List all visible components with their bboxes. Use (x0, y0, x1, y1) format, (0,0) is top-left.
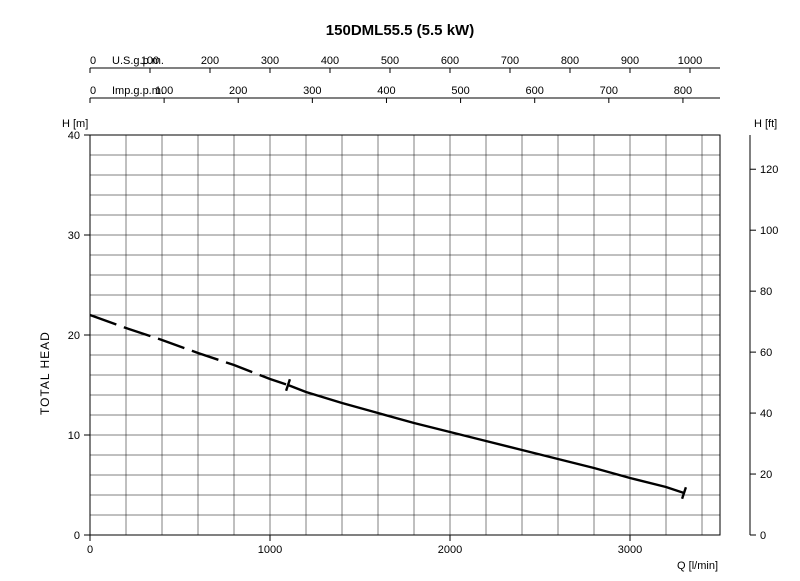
svg-text:100: 100 (760, 225, 778, 237)
svg-text:200: 200 (201, 55, 219, 67)
svg-text:600: 600 (526, 85, 544, 97)
svg-text:0: 0 (90, 85, 96, 97)
svg-text:1000: 1000 (258, 544, 282, 556)
svg-text:300: 300 (261, 55, 279, 67)
svg-text:30: 30 (68, 230, 80, 242)
svg-text:600: 600 (441, 55, 459, 67)
svg-text:20: 20 (68, 330, 80, 342)
svg-text:0: 0 (74, 530, 80, 542)
svg-text:U.S.g.p.m.: U.S.g.p.m. (112, 55, 164, 67)
svg-text:2000: 2000 (438, 544, 462, 556)
svg-text:80: 80 (760, 286, 772, 298)
svg-text:800: 800 (561, 55, 579, 67)
svg-text:700: 700 (501, 55, 519, 67)
svg-text:400: 400 (377, 85, 395, 97)
svg-text:900: 900 (621, 55, 639, 67)
svg-text:40: 40 (760, 408, 772, 420)
right-unit-label: H [ft] (754, 118, 777, 130)
svg-text:700: 700 (600, 85, 618, 97)
svg-text:200: 200 (229, 85, 247, 97)
svg-text:800: 800 (674, 85, 692, 97)
svg-text:1000: 1000 (678, 55, 702, 67)
svg-text:120: 120 (760, 164, 778, 176)
svg-text:400: 400 (321, 55, 339, 67)
svg-text:60: 60 (760, 347, 772, 359)
y-axis-label: TOTAL HEAD (38, 331, 52, 415)
svg-text:3000: 3000 (618, 544, 642, 556)
pump-curve-figure: 150DML55.5 (5.5 kW) TOTAL HEAD 010020030… (0, 0, 800, 581)
svg-text:40: 40 (68, 130, 80, 142)
left-unit-label: H [m] (62, 118, 88, 130)
svg-text:0: 0 (87, 544, 93, 556)
svg-text:500: 500 (381, 55, 399, 67)
chart-svg: 01002003004005006007008009001000U.S.g.p.… (0, 0, 800, 581)
svg-text:300: 300 (303, 85, 321, 97)
chart-title: 150DML55.5 (5.5 kW) (0, 22, 800, 39)
svg-text:0: 0 (760, 530, 766, 542)
svg-text:0: 0 (90, 55, 96, 67)
x-axis-unit: Q [l/min] (677, 560, 718, 572)
svg-text:Imp.g.p.m.: Imp.g.p.m. (112, 85, 164, 97)
curve-dashed (90, 315, 288, 385)
svg-text:500: 500 (451, 85, 469, 97)
svg-text:10: 10 (68, 430, 80, 442)
svg-text:20: 20 (760, 469, 772, 481)
